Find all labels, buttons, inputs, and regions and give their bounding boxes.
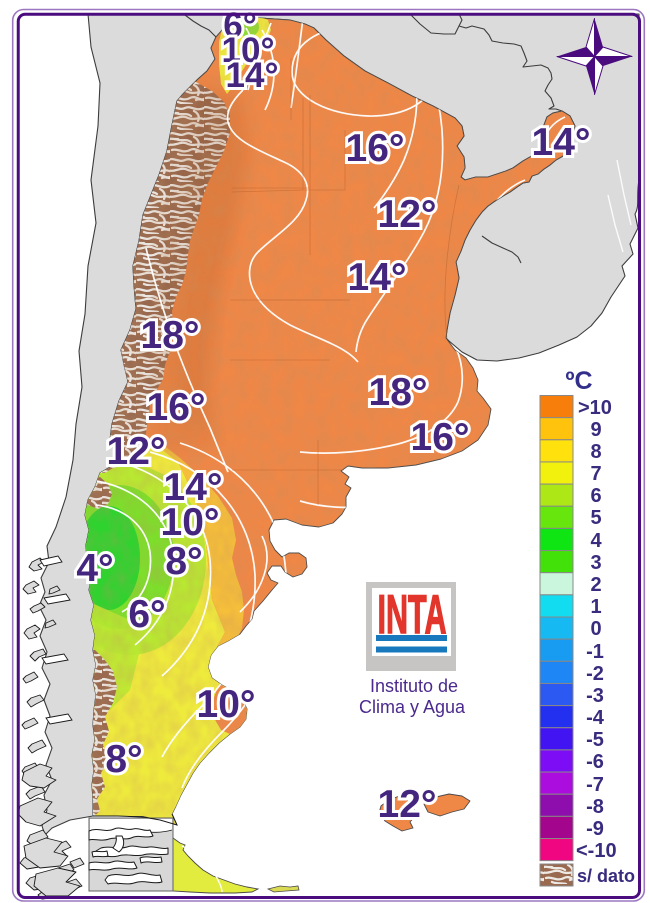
svg-text:6°: 6° xyxy=(223,6,256,45)
svg-text:10°: 10° xyxy=(161,501,220,544)
svg-text:-2: -2 xyxy=(586,663,604,685)
svg-text:4°: 4° xyxy=(76,547,113,590)
svg-text:12°: 12° xyxy=(107,430,166,473)
svg-text:9: 9 xyxy=(590,419,601,441)
svg-text:-4: -4 xyxy=(586,707,605,729)
svg-text:6: 6 xyxy=(590,485,601,507)
svg-text:12°: 12° xyxy=(378,783,437,826)
svg-text:s/ dato: s/ dato xyxy=(577,866,635,886)
svg-text:14°: 14° xyxy=(164,466,223,509)
svg-text:Instituto de: Instituto de xyxy=(370,676,458,696)
svg-text:>10: >10 xyxy=(578,397,612,419)
svg-text:14°: 14° xyxy=(348,256,407,299)
svg-text:14°: 14° xyxy=(532,121,591,164)
svg-text:Clima y Agua: Clima y Agua xyxy=(359,697,466,717)
svg-text:4: 4 xyxy=(590,530,602,552)
svg-text:16°: 16° xyxy=(147,386,206,429)
svg-text:ºC: ºC xyxy=(565,367,592,395)
svg-text:2: 2 xyxy=(590,574,601,596)
svg-text:1: 1 xyxy=(590,596,601,618)
svg-text:18°: 18° xyxy=(369,371,428,414)
svg-text:18°: 18° xyxy=(141,314,200,357)
svg-text:6°: 6° xyxy=(128,593,165,636)
svg-text:3: 3 xyxy=(590,552,601,574)
svg-text:-3: -3 xyxy=(586,685,604,707)
svg-text:<-10: <-10 xyxy=(576,840,617,862)
svg-text:8: 8 xyxy=(590,441,601,463)
svg-text:-9: -9 xyxy=(586,818,604,840)
svg-text:-1: -1 xyxy=(586,641,604,663)
svg-text:14°: 14° xyxy=(226,56,279,95)
svg-text:0: 0 xyxy=(590,618,601,640)
svg-text:-7: -7 xyxy=(586,774,604,796)
svg-text:16°: 16° xyxy=(346,127,405,170)
svg-text:7: 7 xyxy=(590,463,601,485)
svg-text:8°: 8° xyxy=(165,540,202,583)
svg-text:5: 5 xyxy=(590,507,601,529)
svg-text:12°: 12° xyxy=(378,193,437,236)
svg-text:8°: 8° xyxy=(105,738,142,781)
svg-text:10°: 10° xyxy=(222,31,275,70)
svg-text:-5: -5 xyxy=(586,729,604,751)
svg-text:10°: 10° xyxy=(197,683,256,726)
svg-text:-6: -6 xyxy=(586,751,604,773)
svg-text:16°: 16° xyxy=(411,416,470,459)
svg-text:-8: -8 xyxy=(586,796,604,818)
